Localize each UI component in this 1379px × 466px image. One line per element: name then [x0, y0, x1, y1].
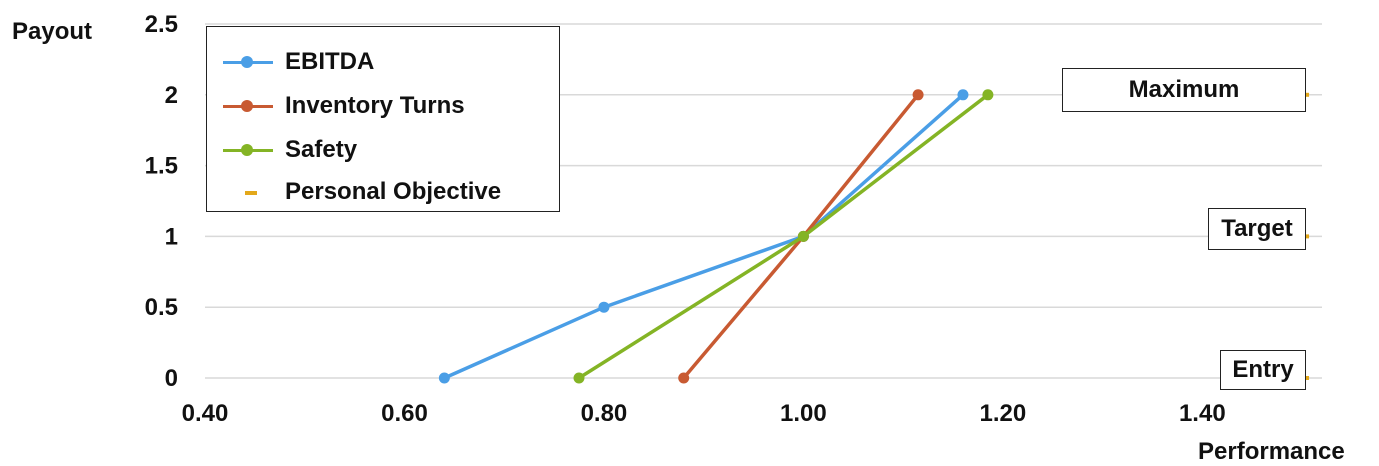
legend-label: Inventory Turns: [285, 92, 465, 119]
legend-item-ebitda: EBITDA: [207, 47, 374, 77]
series-inventory-turns-point: [678, 372, 690, 384]
x-tick-label: 0.60: [381, 400, 428, 427]
y-axis-label: Payout: [12, 18, 93, 45]
x-axis-label: Performance: [1198, 438, 1345, 465]
legend-label: Personal Objective: [285, 178, 502, 205]
series-safety-point: [573, 372, 585, 384]
y-tick-label: 2: [165, 82, 178, 109]
legend-item-inventory-turns: Inventory Turns: [207, 91, 465, 121]
y-tick-label: 0: [165, 365, 178, 392]
legend-swatch-inventory-turns: [219, 91, 281, 121]
legend-label: EBITDA: [285, 48, 375, 75]
series-safety-point: [982, 89, 994, 101]
entry-label-box: Entry: [1220, 350, 1306, 390]
legend-swatch-safety: [219, 135, 281, 165]
legend-item-personal-objective: Personal Objective: [207, 177, 501, 207]
series-ebitda-point: [957, 89, 969, 101]
series-safety-point: [797, 230, 809, 242]
x-tick-label: 1.00: [780, 400, 827, 427]
y-tick-label: 0.5: [145, 294, 178, 321]
series-ebitda-point: [598, 301, 610, 313]
y-tick-labels: 0 0.5 1 1.5 2 2.5: [145, 11, 178, 392]
legend-swatch-personal-objective: [219, 177, 281, 207]
y-tick-label: 1.5: [145, 153, 178, 180]
legend-swatch-ebitda: [219, 47, 281, 77]
legend-label: Safety: [285, 136, 358, 163]
maximum-label-box: Maximum: [1062, 68, 1306, 112]
series-inventory-turns-point: [912, 89, 924, 101]
x-tick-labels: 0.40 0.60 0.80 1.00 1.20 1.40: [182, 400, 1226, 427]
x-tick-label: 0.80: [581, 400, 628, 427]
target-label-box: Target: [1208, 208, 1306, 250]
x-tick-label: 1.20: [979, 400, 1026, 427]
legend: EBITDA Inventory Turns Safety Personal O…: [206, 26, 560, 212]
y-tick-label: 1: [165, 223, 178, 250]
x-tick-label: 1.40: [1179, 400, 1226, 427]
y-tick-label: 2.5: [145, 11, 178, 38]
legend-item-safety: Safety: [207, 135, 357, 165]
series-ebitda-line: [443, 93, 965, 380]
x-tick-label: 0.40: [182, 400, 229, 427]
series-ebitda-point: [438, 372, 450, 384]
